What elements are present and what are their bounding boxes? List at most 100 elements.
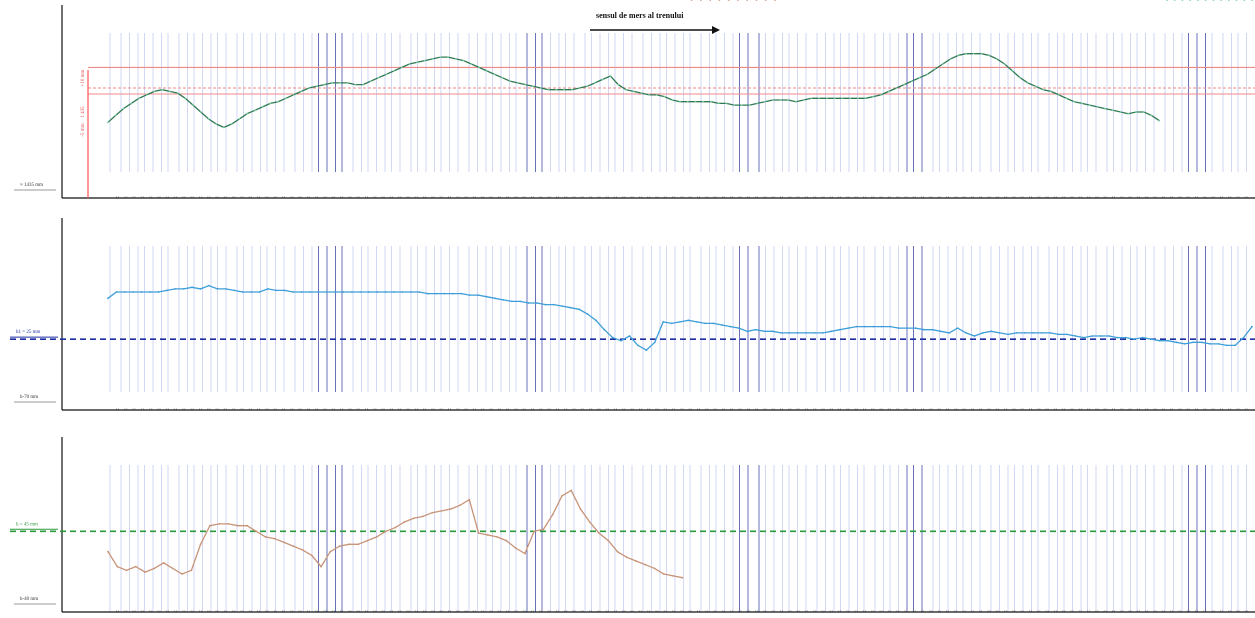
data-point [516,82,519,84]
data-point [334,291,336,293]
data-point [496,536,498,538]
data-point [795,100,797,103]
data-point [544,303,547,306]
data-point [1158,339,1161,342]
data-point [1197,0,1199,1]
data-point [309,291,311,293]
data-point [376,291,379,293]
data-point [233,289,236,292]
data-point [822,332,824,334]
data-point [1175,341,1178,344]
data-point [269,102,272,105]
data-point [755,0,758,1]
tolerance-label: 1 435 [81,106,86,118]
data-point [227,523,230,525]
data-point [1057,333,1060,336]
data-point [409,291,412,293]
data-point [569,306,572,309]
data-point [911,80,913,82]
data-point [1108,335,1110,337]
data-point [1042,88,1045,91]
grid-group-0 [109,33,1247,172]
data-point [477,532,480,534]
data-point [300,90,303,93]
data-point [533,530,535,533]
data-point [385,73,388,76]
data-point [308,87,310,89]
data-point [1227,0,1230,1]
data-point [1040,332,1043,334]
data-point [514,547,517,549]
data-point [144,571,147,573]
data-point [764,100,766,103]
data-point [864,325,866,328]
data-point [331,82,334,84]
data-point [965,332,967,334]
data-point [607,539,610,542]
data-point [300,291,303,293]
data-point [452,292,454,295]
data-point [1104,107,1106,110]
data-point [393,70,395,72]
data-point [524,83,527,86]
panel-label: ≈ 1435 mm [20,183,43,188]
data-point [394,526,397,529]
data-point [1243,0,1246,1]
data-point [250,291,252,293]
data-point [468,498,471,501]
data-point [1200,341,1203,344]
data-point [1007,333,1009,336]
data-point [948,332,951,334]
data-point [1119,111,1122,113]
data-point [182,288,185,290]
data-point [632,90,635,93]
data-point [216,288,219,290]
data-point [426,292,429,295]
data-point [542,528,545,531]
data-point [616,550,619,553]
data-point [670,322,673,325]
data-point [418,291,421,293]
data-point [162,562,165,564]
data-point [1189,0,1192,1]
data-point [366,539,369,542]
data-point [598,532,600,534]
data-point [603,328,606,331]
data-point [130,102,133,105]
data-point [284,97,287,100]
data-point [323,83,326,86]
data-point [625,88,627,91]
data-point [132,291,135,293]
data-point [292,291,294,293]
data-point [261,106,264,108]
data-point [1112,109,1114,112]
data-point [663,95,666,98]
data-point [653,341,656,344]
data-point [609,75,612,77]
data-point [125,569,128,572]
data-point [351,291,353,293]
data-point [595,319,597,322]
data-point [686,100,689,103]
data-point [578,87,581,89]
data-point [400,66,403,69]
data-point [199,543,202,546]
direction-arrow-head [712,26,720,34]
data-point [1057,94,1060,96]
data-point [934,68,936,70]
data-point [264,536,267,538]
data-point [439,56,442,58]
data-point [190,569,193,572]
data-point [501,76,504,79]
data-point [644,563,647,566]
data-point [354,83,357,86]
data-point [1026,82,1029,84]
data-point [277,100,279,103]
data-point [1166,0,1168,1]
data-point [1034,85,1037,88]
data-point [254,109,256,112]
data-point [586,85,589,88]
panel-label: h-70 mm [20,395,38,400]
data-point [138,97,140,100]
data-point [192,104,194,106]
